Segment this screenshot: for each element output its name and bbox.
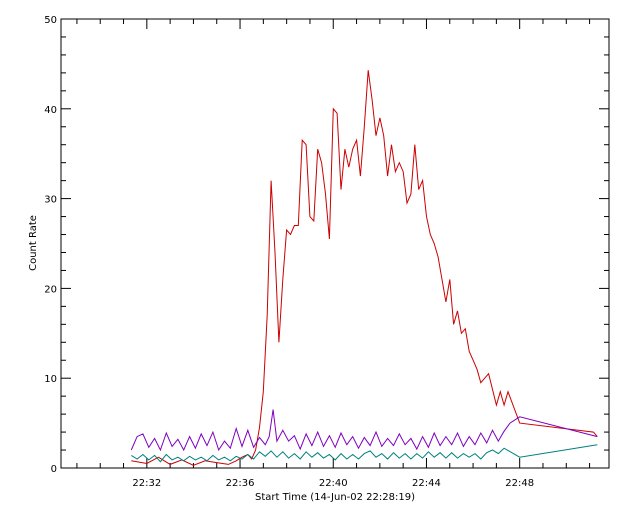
x-axis-label: Start Time (14-Jun-02 22:28:19) (255, 492, 415, 503)
y-axis-label: Count Rate (28, 215, 39, 271)
y-tick-label: 30 (44, 195, 57, 206)
y-tick-label: 50 (44, 15, 57, 26)
x-tick-label: 22:44 (412, 478, 441, 489)
y-tick-label: 10 (44, 374, 57, 385)
y-tick-label: 20 (44, 284, 57, 295)
series-line-2 (130, 409, 598, 452)
x-tick-label: 22:36 (226, 478, 255, 489)
axis-ticks (61, 18, 609, 469)
x-tick-label: 22:32 (132, 478, 161, 489)
y-tick-label: 0 (51, 464, 57, 475)
series-line-1 (131, 70, 598, 466)
y-tick-label: 40 (44, 105, 57, 116)
series-line-3 (131, 444, 598, 463)
plot-frame (60, 18, 610, 469)
x-tick-label: 22:48 (505, 478, 534, 489)
x-tick-label: 22:40 (319, 478, 348, 489)
axis-tick-labels: 0 10 20 30 40 50 22:32 22:36 22:40 22:44 22:48 (44, 15, 534, 489)
series-lines (130, 70, 598, 466)
